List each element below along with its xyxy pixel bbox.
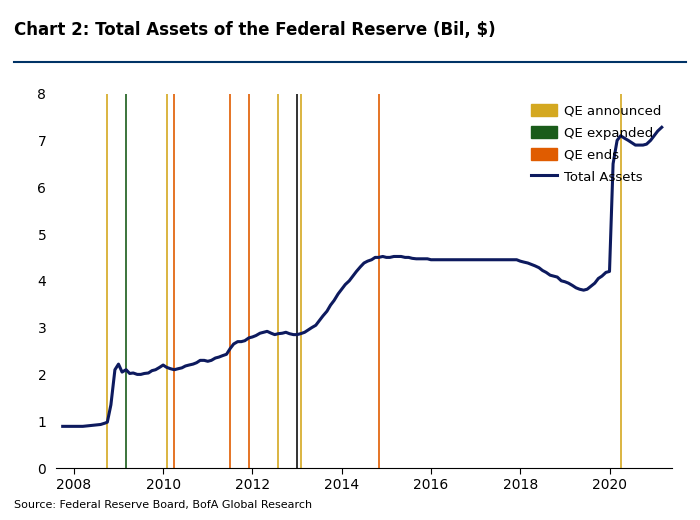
Text: Source: Federal Reserve Board, BofA Global Research: Source: Federal Reserve Board, BofA Glob… — [14, 500, 312, 510]
Legend: QE announced, QE expanded, QE ends, Total Assets: QE announced, QE expanded, QE ends, Tota… — [527, 100, 666, 188]
Text: Chart 2: Total Assets of the Federal Reserve (Bil, $): Chart 2: Total Assets of the Federal Res… — [14, 21, 496, 39]
